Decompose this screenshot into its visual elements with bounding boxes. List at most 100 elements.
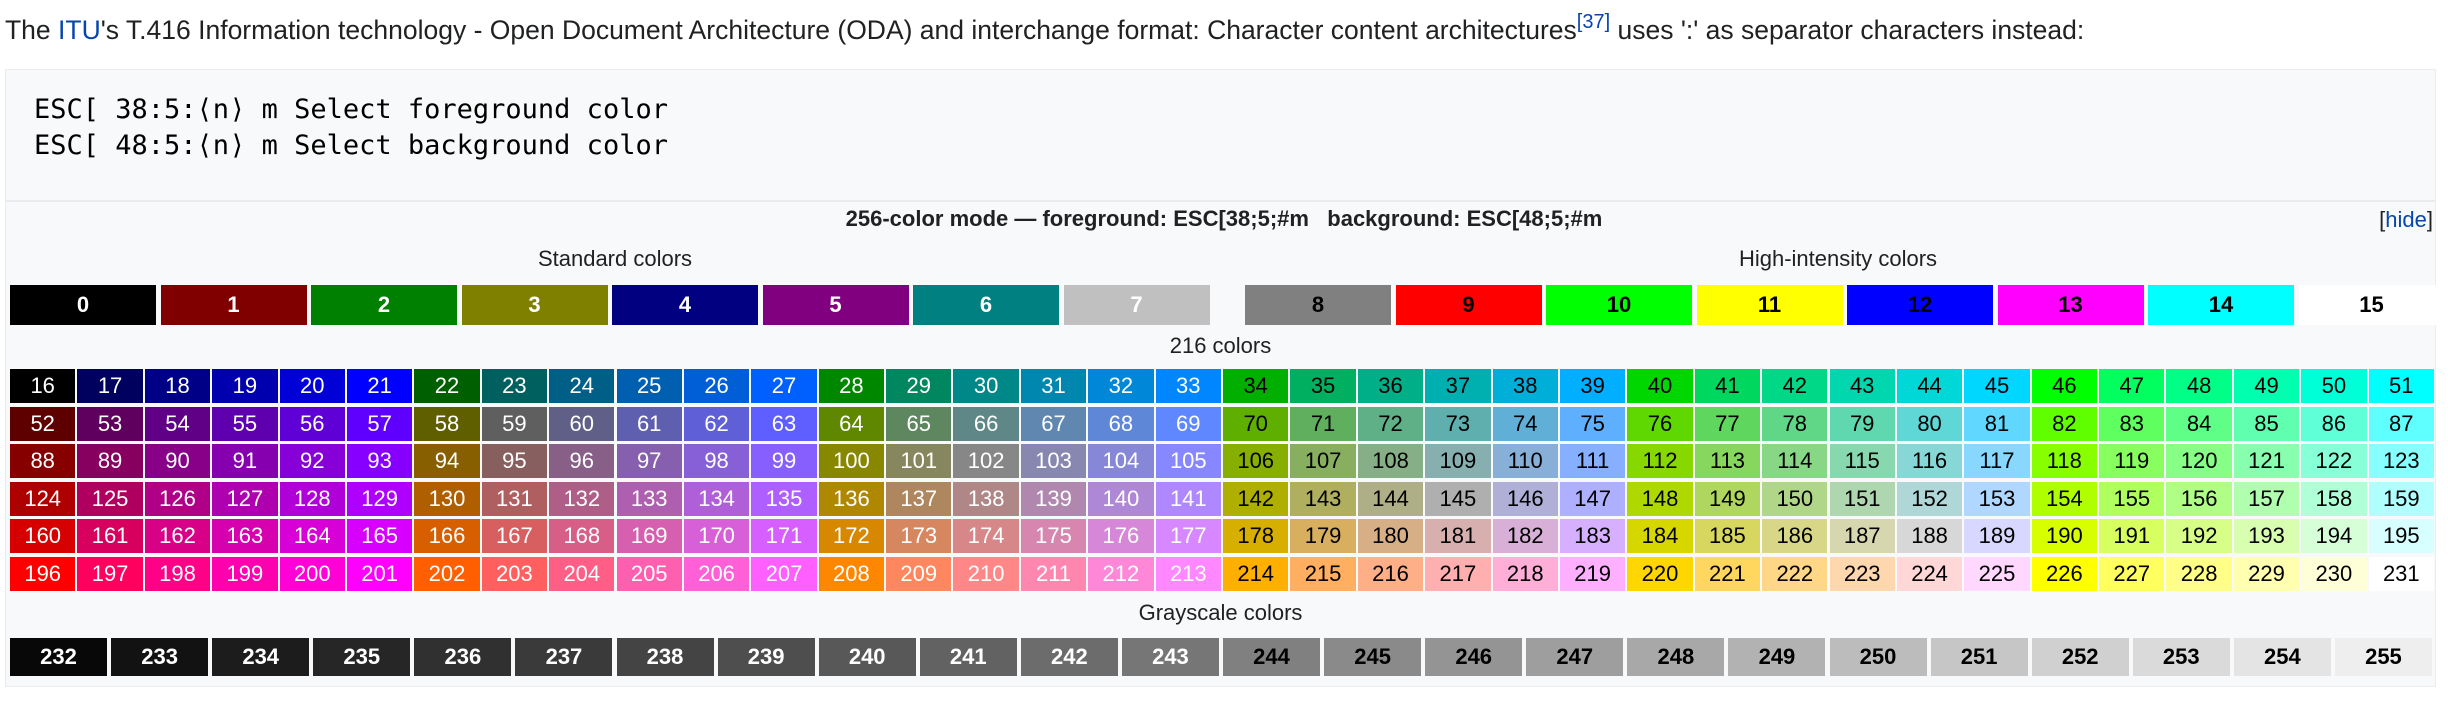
cube-color-swatch: 213	[1155, 556, 1221, 591]
cube-color-swatch: 155	[2099, 481, 2165, 516]
cube-color-swatch: 207	[751, 556, 817, 591]
code-line-background: ESC[ 48:5:⟨n⟩ m Select background color	[34, 130, 668, 161]
cube-color-swatch: 54	[144, 406, 211, 441]
cube-color-swatch: 135	[751, 481, 817, 516]
grayscale-color-swatch: 253	[2132, 638, 2230, 676]
cube-color-swatch: 84	[2166, 406, 2232, 441]
cube-color-swatch: 180	[1357, 519, 1424, 553]
cube-color-swatch: 79	[1829, 406, 1895, 441]
itu-link[interactable]: ITU	[58, 15, 101, 45]
cube-color-swatch: 98	[683, 444, 750, 478]
cube-color-swatch: 198	[144, 556, 211, 591]
cube-color-swatch: 108	[1357, 444, 1424, 478]
cube-color-swatch: 197	[77, 556, 143, 591]
hide-link[interactable]: hide	[2385, 207, 2427, 232]
cube-color-swatch: 78	[1762, 406, 1828, 441]
code-line-foreground: ESC[ 38:5:⟨n⟩ m Select foreground color	[34, 94, 668, 125]
cube-color-swatch: 144	[1357, 481, 1424, 516]
cube-color-swatch: 183	[1559, 519, 1626, 553]
cube-color-swatch: 194	[2301, 519, 2367, 553]
cube-color-swatch: 199	[212, 556, 278, 591]
cube-color-swatch: 190	[2031, 519, 2098, 553]
cube-color-swatch: 104	[1088, 444, 1154, 478]
cube-color-swatch: 88	[10, 444, 76, 478]
cube-color-swatch: 120	[2166, 444, 2232, 478]
cube-color-swatch: 226	[2031, 556, 2098, 591]
cube-color-swatch: 134	[683, 481, 750, 516]
grayscale-color-swatch: 240	[818, 638, 916, 676]
intro-text: 's T.416 Information technology - Open D…	[100, 15, 1577, 45]
grayscale-color-swatch: 235	[313, 638, 411, 676]
cube-color-swatch: 129	[346, 481, 413, 516]
grayscale-color-swatch: 250	[1829, 638, 1927, 676]
cube-color-swatch: 218	[1492, 556, 1558, 591]
cube-color-swatch: 109	[1425, 444, 1491, 478]
cube-color-swatch: 110	[1492, 444, 1558, 478]
cube-color-swatch: 128	[279, 481, 345, 516]
cube-color-swatch: 40	[1627, 369, 1693, 403]
reference-link[interactable]: [37]	[1576, 11, 1611, 33]
cube-color-swatch: 187	[1829, 519, 1895, 553]
grayscale-color-swatch: 241	[919, 638, 1017, 676]
cube-color-swatch: 139	[1020, 481, 1087, 516]
cube-color-swatch: 92	[279, 444, 345, 478]
cube-color-swatch: 167	[481, 519, 548, 553]
cube-color-swatch: 48	[2166, 369, 2232, 403]
cube-color-swatch: 82	[2031, 406, 2098, 441]
cube-color-swatch: 117	[1964, 444, 2030, 478]
cube-color-swatch: 221	[1694, 556, 1761, 591]
cube-color-swatch: 75	[1559, 406, 1626, 441]
cube-color-swatch: 31	[1020, 369, 1087, 403]
standard-color-swatch: 4	[612, 285, 758, 325]
cube-color-swatch: 65	[886, 406, 952, 441]
cube-color-swatch: 70	[1223, 406, 1289, 441]
cube-color-swatch: 36	[1357, 369, 1424, 403]
cube-color-swatch: 209	[886, 556, 952, 591]
hide-toggle[interactable]: [hide]	[2379, 207, 2433, 233]
cube-color-swatch: 101	[886, 444, 952, 478]
cube-color-swatch: 47	[2099, 369, 2165, 403]
cube-color-swatch: 123	[2368, 444, 2434, 478]
cube-color-swatch: 28	[818, 369, 885, 403]
cube-color-swatch: 146	[1492, 481, 1558, 516]
cube-color-swatch: 43	[1829, 369, 1895, 403]
cube-color-swatch: 168	[549, 519, 615, 553]
cube-color-swatch: 229	[2233, 556, 2300, 591]
cube-color-swatch: 216	[1357, 556, 1424, 591]
cube-color-swatch: 52	[10, 406, 76, 441]
cube-color-swatch: 231	[2368, 556, 2434, 591]
standard-color-swatch: 0	[10, 285, 156, 325]
cube-color-swatch: 106	[1223, 444, 1289, 478]
cube-color-swatch: 130	[414, 481, 480, 516]
cube-color-swatch: 67	[1020, 406, 1087, 441]
grayscale-color-swatch: 254	[2233, 638, 2331, 676]
high-intensity-color-swatch: 11	[1696, 285, 1843, 325]
cube-color-swatch: 71	[1290, 406, 1356, 441]
cube-color-swatch: 111	[1559, 444, 1626, 478]
standard-color-swatch: 7	[1063, 285, 1210, 325]
high-intensity-color-swatch: 8	[1245, 285, 1391, 325]
cube-color-swatch: 61	[616, 406, 682, 441]
cube-color-swatch: 96	[549, 444, 615, 478]
standard-color-swatch: 3	[461, 285, 608, 325]
cube-color-swatch: 119	[2099, 444, 2165, 478]
code-block: ESC[ 38:5:⟨n⟩ m Select foreground color …	[5, 69, 2436, 201]
cube-color-swatch: 159	[2368, 481, 2434, 516]
hide-bracket-close: ]	[2426, 207, 2433, 232]
grayscale-color-swatch: 238	[616, 638, 714, 676]
cube-color-swatch: 57	[346, 406, 413, 441]
cube-color-swatch: 193	[2233, 519, 2300, 553]
grayscale-color-swatch: 245	[1324, 638, 1422, 676]
cube-color-swatch: 152	[1896, 481, 1963, 516]
cube-color-swatch: 20	[279, 369, 345, 403]
high-intensity-color-swatch: 10	[1546, 285, 1692, 325]
intro-paragraph: The ITU's T.416 Information technology -…	[5, 10, 2084, 50]
cube-color-swatch: 228	[2166, 556, 2232, 591]
cube-color-swatch: 225	[1964, 556, 2030, 591]
cube-color-swatch: 19	[212, 369, 278, 403]
cube-color-swatch: 107	[1290, 444, 1356, 478]
cube-color-swatch: 35	[1290, 369, 1356, 403]
cube-color-swatch: 24	[549, 369, 615, 403]
cube-color-swatch: 94	[414, 444, 480, 478]
cube-color-swatch: 202	[414, 556, 480, 591]
